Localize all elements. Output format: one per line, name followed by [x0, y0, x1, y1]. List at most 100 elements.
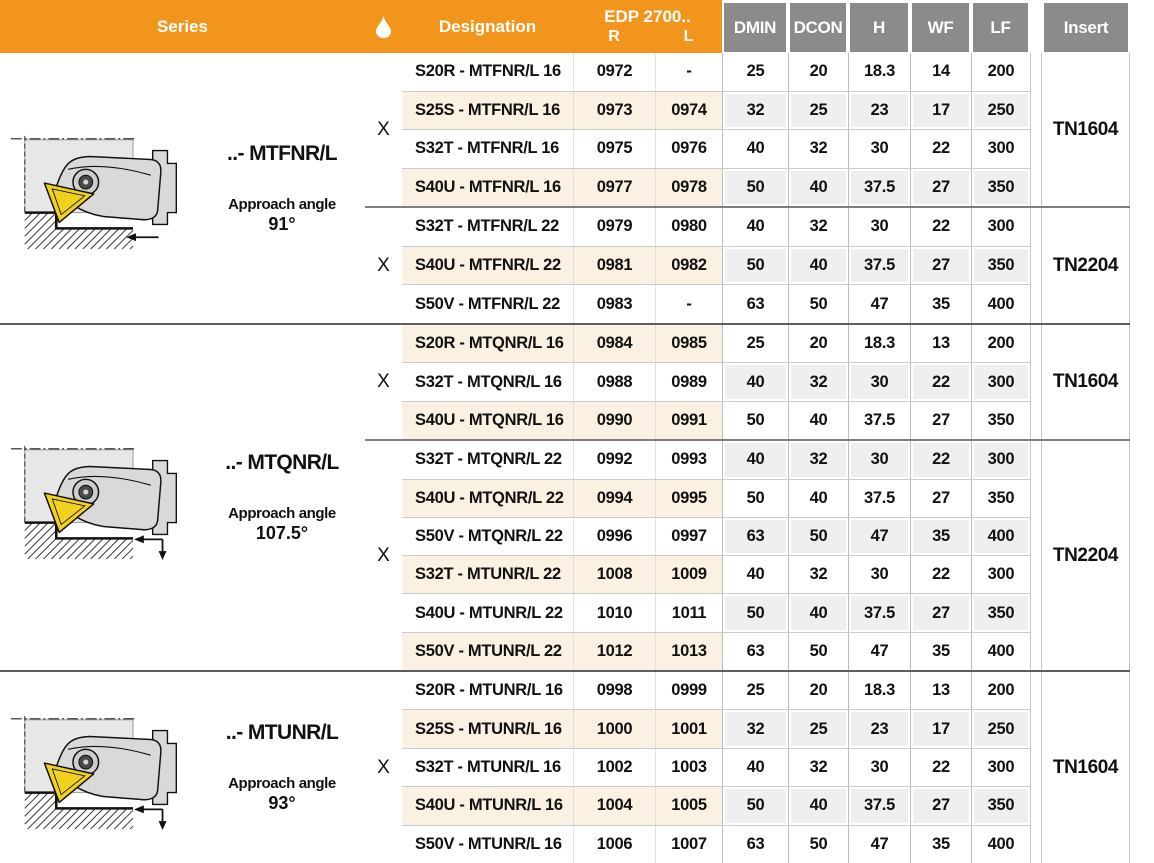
- feed-left-down-arrow-icon: [133, 534, 166, 560]
- h-cell: 37.5: [848, 168, 910, 207]
- wf-cell: 27: [910, 479, 971, 517]
- tool-drawing: [0, 126, 205, 250]
- wf-value: 14: [913, 55, 969, 89]
- h-value: 37.5: [851, 403, 908, 438]
- col-header-designation: Designation: [438, 16, 537, 36]
- h-value: 47: [851, 827, 908, 862]
- table-row: S32T - MTFNR/L 22 0979 0980 40 32 30 22 300: [402, 208, 1030, 246]
- droplet-icon: [375, 14, 392, 39]
- series-name: ..- MTQNR/L: [225, 451, 339, 474]
- wf-value: 13: [913, 327, 969, 361]
- col-header-edp-r: R: [608, 28, 620, 46]
- rows-column: S20R - MTFNR/L 16 0972-25 20 18.3 14 200 S25S …: [402, 53, 1030, 207]
- dcon-value: 32: [791, 210, 846, 244]
- tool-drawing: [0, 436, 205, 560]
- h-cell: 30: [848, 748, 910, 787]
- approach-angle-value: 107.5°: [255, 523, 309, 543]
- h-value: 37.5: [851, 596, 908, 630]
- lf-cell: 250: [971, 710, 1030, 748]
- col-header-edp-l: L: [683, 28, 694, 46]
- series-group: ..- MTUNR/L Approach angle 93° X S20R - MTUN…: [0, 670, 1130, 863]
- dcon-value: 20: [791, 55, 846, 89]
- coolant-x-mark: X: [377, 371, 390, 393]
- lf-value: 300: [974, 443, 1028, 477]
- lf-cell: 200: [971, 53, 1030, 91]
- edp-l-cell: 0976: [655, 130, 722, 168]
- col-header-edp: EDP 2700.. R L: [573, 0, 722, 53]
- dcon-cell: 50: [788, 517, 848, 556]
- boring-bar-diagram: [10, 715, 177, 830]
- col-header-h-label: H: [850, 3, 908, 52]
- header-orange-band: Series Designation EDP 2700.. R L: [0, 0, 722, 53]
- col-header-lf: LF: [971, 0, 1030, 53]
- col-header-dcon-label: DCON: [790, 3, 846, 52]
- h-value: 47: [851, 287, 908, 322]
- edp-r-cell: 1006: [573, 825, 655, 863]
- lf-cell: 400: [971, 285, 1030, 324]
- dmin-value: 63: [725, 519, 786, 554]
- edp-l-cell: 0999: [655, 672, 722, 710]
- lf-value: 350: [974, 481, 1028, 515]
- h-cell: 30: [848, 130, 910, 168]
- insert-gap-column: [1030, 208, 1042, 323]
- lf-cell: 350: [971, 401, 1030, 440]
- wf-value: 35: [913, 827, 969, 862]
- lf-cell: 200: [971, 325, 1030, 363]
- wf-cell: 27: [910, 401, 971, 440]
- wf-cell: 27: [910, 246, 971, 285]
- wf-cell: 14: [910, 53, 971, 91]
- lf-value: 300: [974, 132, 1028, 166]
- edp-l-cell: 1003: [655, 748, 722, 787]
- wf-value: 27: [913, 789, 969, 823]
- h-value: 30: [851, 443, 908, 477]
- table-row: S40U - MTFNR/L 16 0977 0978 50 40 37.5 27 350: [402, 167, 1030, 207]
- lf-value: 200: [974, 55, 1028, 89]
- table-header: Series Designation EDP 2700.. R L DMIN D…: [0, 0, 1130, 53]
- series-info: ..- MTFNR/L Approach angle 91°: [205, 142, 365, 235]
- designation-cell: S50V - MTUNR/L 16: [415, 834, 562, 853]
- wf-cell: 35: [910, 285, 971, 324]
- dmin-cell: 63: [722, 517, 788, 556]
- h-cell: 30: [848, 441, 910, 479]
- dmin-cell: 50: [722, 479, 788, 517]
- insert-triangle: [43, 491, 94, 533]
- dmin-value: 32: [725, 93, 786, 128]
- h-value: 23: [851, 93, 908, 128]
- insert-subgroup: X S20R - MTFNR/L 16 0972-25 20 18.3 14 200 S25S…: [365, 53, 1130, 207]
- edp-l-cell: 0978: [655, 168, 722, 207]
- dcon-value: 50: [791, 519, 846, 554]
- lf-cell: 300: [971, 441, 1030, 479]
- edp-l-cell: -: [655, 53, 722, 91]
- edp-l-cell: 0989: [655, 363, 722, 401]
- group-rows-area: X S20R - MTQNR/L 16 0984 0985 25 20 18.3 13 200 S…: [365, 325, 1130, 671]
- wf-cell: 13: [910, 672, 971, 710]
- insert-gap-column: [1030, 53, 1042, 207]
- lf-cell: 250: [971, 91, 1030, 130]
- wf-value: 27: [913, 481, 969, 515]
- designation-cell: S50V - MTFNR/L 22: [415, 294, 560, 313]
- h-cell: 37.5: [848, 401, 910, 440]
- h-cell: 30: [848, 363, 910, 401]
- feed-left-down-arrow-icon: [133, 804, 166, 830]
- group-rows-area: X S20R - MTFNR/L 16 0972-25 20 18.3 14 200 S25S…: [365, 53, 1130, 324]
- dmin-value: 50: [725, 481, 786, 515]
- wf-cell: 27: [910, 168, 971, 207]
- wf-cell: 17: [910, 91, 971, 130]
- dmin-cell: 40: [722, 208, 788, 246]
- wf-value: 17: [913, 712, 969, 746]
- insert-triangle: [43, 761, 94, 803]
- lf-value: 300: [974, 365, 1028, 399]
- dcon-value: 50: [791, 634, 846, 669]
- coolant-x-mark: X: [377, 254, 390, 276]
- dcon-value: 32: [791, 750, 846, 785]
- dcon-cell: 40: [788, 479, 848, 517]
- approach-angle-label: Approach angle: [228, 775, 336, 792]
- dmin-cell: 50: [722, 168, 788, 207]
- edp-r-cell: 0973: [573, 91, 655, 130]
- coolant-x-mark: X: [377, 118, 390, 140]
- wf-value: 22: [913, 558, 969, 592]
- h-value: 37.5: [851, 481, 908, 515]
- table-row: S50V - MTFNR/L 22 0983-63 50 47 35 400: [402, 284, 1030, 324]
- edp-r-cell: 0972: [573, 53, 655, 91]
- series-name: ..- MTUNR/L: [225, 721, 339, 744]
